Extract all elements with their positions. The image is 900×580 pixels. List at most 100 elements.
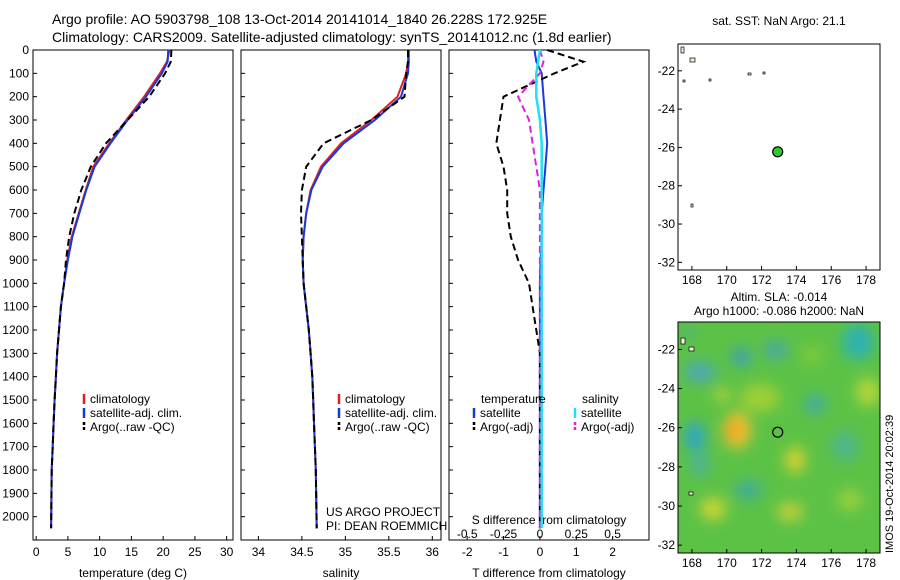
temperature-xtick-label: 25: [188, 545, 202, 559]
sst-map-ytick-label: -24: [658, 102, 676, 116]
difference-legend-salinity-title: salinity: [582, 392, 619, 406]
difference-legend-salinity-satellite-label: satellite: [581, 406, 622, 420]
sla-map-blob: [805, 395, 825, 413]
temperature-xtick-label: 15: [125, 545, 139, 559]
sst-map-ytick-label: -28: [658, 179, 676, 193]
temperature-xtick-label: 30: [220, 545, 234, 559]
sst-map-island: [762, 71, 766, 75]
sla-map-ytick-label: -24: [658, 382, 676, 396]
salinity-xtick-label: 34.5: [290, 545, 314, 559]
salinity-legend-satellite-label: satellite-adj. clim.: [345, 406, 437, 420]
sst-map-island: [689, 57, 696, 63]
difference-xtick-label: -1: [498, 545, 509, 559]
difference-legend-temperature-satellite-label: satellite: [480, 406, 521, 420]
difference-xtick-label: 1: [573, 545, 580, 559]
sla-map-island: [680, 337, 686, 345]
temperature-ytick-label: 1600: [2, 416, 29, 430]
sst-map-ytick-label: -30: [658, 217, 676, 231]
temperature-ytick-label: 0: [22, 43, 29, 57]
sla-map-xtick-label: 172: [752, 556, 772, 570]
difference-xtick-label: 2: [609, 545, 616, 559]
header-line-1: Argo profile: AO 5903798_108 13-Oct-2014…: [52, 11, 547, 27]
sla-map-blob: [731, 348, 751, 366]
temperature-argo-line: [50, 49, 173, 529]
temperature-xtick-label: 10: [93, 545, 107, 559]
difference-frame: [448, 49, 650, 541]
sla-map-blob: [856, 378, 880, 406]
sla-map-xtick-label: 174: [786, 556, 806, 570]
sla-map-blob: [838, 490, 862, 510]
salinity-climatology-line: [301, 50, 409, 529]
sst-map-island: [708, 78, 712, 82]
temperature-xtick-label: 5: [65, 545, 72, 559]
difference-xtick-label: 0: [537, 545, 544, 559]
difference-salinity-satellite-line: [535, 49, 543, 529]
sst-map-ytick-label: -22: [658, 64, 676, 78]
temperature-ytick-label: 1500: [2, 393, 29, 407]
sla-map-blob: [691, 454, 709, 476]
salinity-xtick-label: 35.5: [377, 545, 401, 559]
difference-xlabel: T difference from climatology: [472, 566, 626, 580]
header-line-2: Climatology: CARS2009. Satellite-adjuste…: [52, 29, 612, 45]
sst-map-island: [680, 46, 685, 54]
temperature-climatology-line: [50, 49, 171, 529]
sla-map-field: [678, 322, 880, 553]
sla-map-blob: [802, 348, 822, 362]
sst-map-island: [690, 203, 694, 208]
salinity-xtick-label: 35: [339, 545, 353, 559]
sla-map-blob: [714, 389, 730, 401]
sla-map-blob: [777, 504, 803, 520]
sla-map-blob: [734, 481, 762, 499]
salinity-legend-argo-label: Argo(..raw -QC): [345, 420, 430, 434]
sla-map-frame: [677, 321, 881, 554]
temperature-ytick-label: 1700: [2, 440, 29, 454]
sst-map-xtick-label: 174: [786, 273, 806, 287]
temperature-ytick-label: 500: [9, 160, 29, 174]
temperature-ytick-label: 200: [9, 90, 29, 104]
sla-map-float-marker: [772, 426, 784, 438]
temperature-ytick-label: 600: [9, 183, 29, 197]
temperature-ytick-label: 100: [9, 66, 29, 80]
credit-pi: PI: DEAN ROEMMICH: [326, 519, 447, 533]
temperature-ytick-label: 2000: [2, 510, 29, 524]
sla-map-island: [688, 491, 694, 496]
sla-map-xtick-label: 168: [682, 556, 702, 570]
salinity-frame: [240, 49, 442, 541]
temperature-ytick-label: 1400: [2, 370, 29, 384]
sst-map-xtick-label: 176: [821, 273, 841, 287]
sla-map-blob: [682, 327, 694, 337]
credit-project: US ARGO PROJECT: [326, 505, 441, 519]
sla-map-blob: [785, 447, 805, 473]
difference-salinity-tick-label: 0.25: [565, 527, 589, 541]
salinity-xtick-label: 36: [426, 545, 440, 559]
sla-map-xtick-label: 178: [856, 556, 876, 570]
sst-map-title: sat. SST: NaN Argo: 21.1: [712, 14, 846, 28]
difference-salinity-argo-line: [516, 49, 545, 529]
temperature-ytick-label: 1100: [3, 300, 29, 314]
temperature-ytick-label: 1300: [2, 346, 29, 360]
sst-map-ytick-label: -26: [658, 140, 676, 154]
temperature-xtick-label: 20: [156, 545, 170, 559]
salinity-legend-climatology-label: climatology: [345, 392, 405, 406]
temperature-xtick-label: 0: [33, 545, 40, 559]
sst-map-xtick-label: 172: [752, 273, 772, 287]
sla-map-xtick-label: 170: [717, 556, 737, 570]
difference-salinity-tick-label: -0.25: [490, 527, 518, 541]
temperature-panel: 0100200300400500600700800900100011001200…: [2, 43, 233, 580]
difference-top-label: S difference from climatology: [472, 513, 627, 527]
difference-temperature-argo-line: [495, 49, 587, 529]
sst-map-island: [682, 79, 686, 83]
sla-map-title-line1: Altim. SLA: -0.014: [731, 290, 828, 304]
sla-map-blob: [700, 498, 726, 520]
sla-map-ytick-label: -22: [658, 342, 676, 356]
sla-map-blob: [727, 421, 741, 439]
sla-map-island: [688, 346, 695, 352]
sla-map-blob: [685, 422, 705, 452]
temperature-ytick-label: 400: [9, 136, 29, 150]
sla-map-title-line2: Argo h1000: -0.086 h2000: NaN: [694, 304, 864, 318]
difference-salinity-tick-label: -0.5: [457, 527, 478, 541]
difference-legend-salinity-argo-label: Argo(-adj): [581, 420, 634, 434]
difference-salinity-tick-label: 0.5: [604, 527, 621, 541]
temperature-legend-satellite-label: satellite-adj. clim.: [90, 406, 182, 420]
sla-map-blob: [740, 384, 780, 412]
